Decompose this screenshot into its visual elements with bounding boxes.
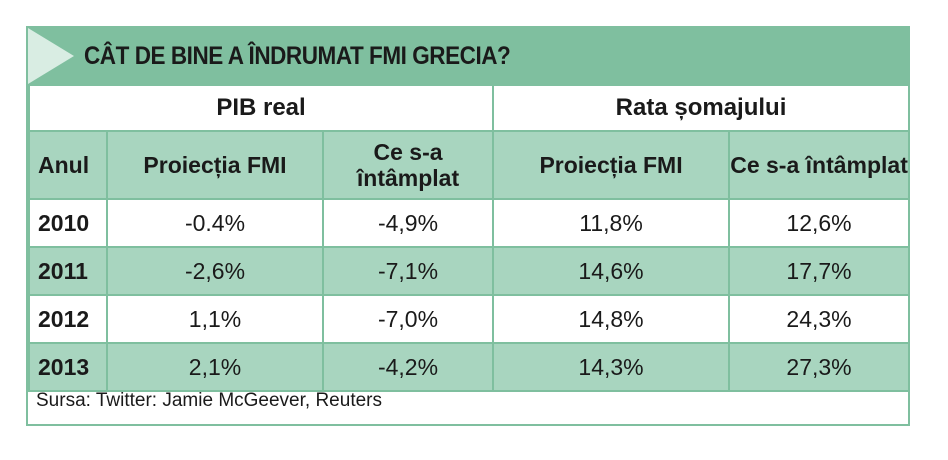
gdp-actual-cell: -7,1%: [321, 246, 495, 296]
table-row: 2011 -2,6% -7,1% 14,6% 17,7%: [28, 246, 911, 296]
unemployment-actual-cell: 27,3%: [728, 342, 911, 392]
table-title: CÂT DE BINE A ÎNDRUMAT FMI GRECIA?: [84, 42, 511, 70]
unemployment-forecast-cell: 14,6%: [492, 246, 731, 296]
gdp-actual-cell: -7,0%: [321, 294, 495, 344]
gdp-actual-cell: -4,2%: [321, 342, 495, 392]
group-header-gdp: PIB real: [27, 84, 495, 132]
year-cell: 2012: [28, 294, 108, 344]
gdp-actual-cell: -4,9%: [321, 198, 495, 248]
gdp-forecast-cell: 2,1%: [106, 342, 324, 392]
column-header-row: Anul Proiecția FMI Ce s-a întâmplat Proi…: [28, 130, 911, 200]
year-cell: 2010: [28, 198, 108, 248]
year-cell: 2013: [28, 342, 108, 392]
year-cell: 2011: [28, 246, 108, 296]
title-bar: CÂT DE BINE A ÎNDRUMAT FMI GRECIA?: [28, 28, 908, 84]
column-header-gdp-actual: Ce s-a întâmplat: [321, 130, 495, 200]
gdp-forecast-cell: -2,6%: [106, 246, 324, 296]
table-row: 2012 1,1% -7,0% 14,8% 24,3%: [28, 294, 911, 344]
group-header-unemployment: Rata șomajului: [492, 84, 911, 132]
unemployment-actual-cell: 12,6%: [728, 198, 911, 248]
unemployment-forecast-cell: 11,8%: [492, 198, 731, 248]
column-header-unemployment-forecast: Proiecția FMI: [492, 130, 731, 200]
column-header-gdp-forecast: Proiecția FMI: [106, 130, 324, 200]
unemployment-forecast-cell: 14,3%: [492, 342, 731, 392]
column-header-unemployment-actual: Ce s-a întâmplat: [728, 130, 911, 200]
unemployment-actual-cell: 17,7%: [728, 246, 911, 296]
table-row: 2013 2,1% -4,2% 14,3% 27,3%: [28, 342, 911, 392]
infographic-table-frame: CÂT DE BINE A ÎNDRUMAT FMI GRECIA? PIB r…: [26, 26, 911, 426]
gdp-forecast-cell: -0.4%: [106, 198, 324, 248]
column-header-year: Anul: [28, 130, 108, 200]
unemployment-actual-cell: 24,3%: [728, 294, 911, 344]
unemployment-forecast-cell: 14,8%: [492, 294, 731, 344]
table-row: 2010 -0.4% -4,9% 11,8% 12,6%: [28, 198, 911, 248]
data-table: PIB real Rata șomajului Anul Proiecția F…: [27, 84, 911, 392]
source-note: Sursa: Twitter: Jamie McGeever, Reuters: [36, 390, 382, 411]
gdp-forecast-cell: 1,1%: [106, 294, 324, 344]
group-header-row: PIB real Rata șomajului: [27, 84, 911, 132]
title-arrow-icon: [28, 28, 74, 84]
